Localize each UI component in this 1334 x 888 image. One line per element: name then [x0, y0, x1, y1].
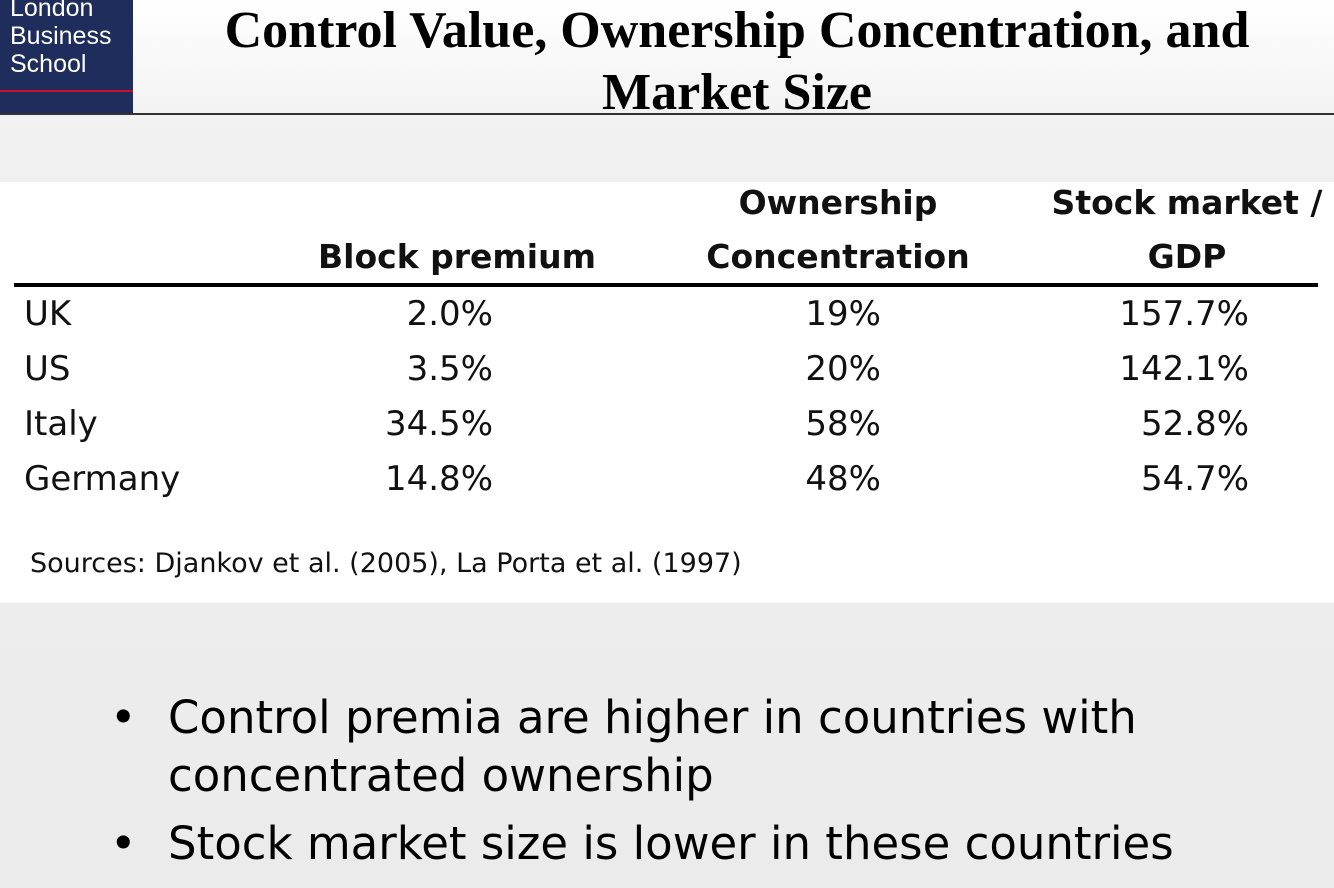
- bullet-dot: •: [110, 817, 137, 870]
- logo: London Business School: [0, 0, 133, 113]
- table-cell: 157.7%: [1119, 294, 1249, 334]
- row-label: UK: [24, 294, 72, 334]
- table-cell: 142.1%: [1119, 349, 1249, 389]
- bullet-text: Control premia are higher in countries w…: [168, 691, 1137, 744]
- table-cell: 20%: [805, 349, 881, 389]
- table-cell: 54.7%: [1140, 459, 1249, 499]
- header-rule: [14, 283, 1318, 287]
- table-cell: 14.8%: [384, 459, 493, 499]
- title: Control Value, Ownership Concentration, …: [140, 0, 1334, 124]
- table-cell: 48%: [805, 459, 881, 499]
- column-header: Concentration: [706, 237, 970, 276]
- row-label: Germany: [24, 459, 181, 499]
- title-rule: [0, 113, 1334, 115]
- table-cell: 58%: [805, 404, 881, 444]
- row-label: Italy: [24, 404, 98, 444]
- table-cell: 19%: [805, 294, 881, 334]
- column-header: Ownership: [738, 183, 938, 222]
- table-cell: 52.8%: [1140, 404, 1249, 444]
- table-cell: 2.0%: [406, 294, 493, 334]
- title-line: Market Size: [601, 64, 872, 121]
- title-line: Control Value, Ownership Concentration, …: [224, 2, 1250, 59]
- table-panel: [0, 182, 1334, 603]
- table-cell: 34.5%: [384, 404, 493, 444]
- source-note: Sources: Djankov et al. (2005), La Porta…: [30, 548, 742, 579]
- column-header: GDP: [1147, 237, 1227, 276]
- row-label: US: [24, 349, 71, 389]
- bullet-dot: •: [110, 691, 137, 744]
- logo-text: Business: [10, 22, 112, 50]
- column-header: Block premium: [318, 237, 596, 276]
- logo-text: London: [10, 0, 94, 22]
- bullet-text: concentrated ownership: [168, 749, 714, 802]
- table-cell: 3.5%: [406, 349, 493, 389]
- bullet-text: Stock market size is lower in these coun…: [168, 817, 1174, 870]
- column-header: Stock market /: [1051, 183, 1323, 222]
- logo-rule: [0, 90, 133, 92]
- logo-text: School: [10, 50, 87, 78]
